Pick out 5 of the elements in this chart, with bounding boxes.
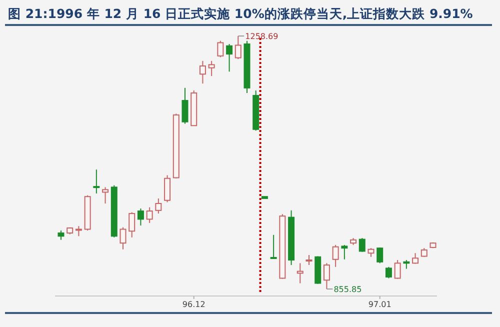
xtick: 97.01 [368,300,392,309]
title: 图 21:1996 年 12 月 16 日正式实施 10%的涨跌停当天,上证指数大跌 9.91% [8,6,473,21]
annotation: 1258.69 [245,32,278,41]
annotation: 855.85 [334,285,362,294]
xtick: 96.12 [182,300,206,309]
